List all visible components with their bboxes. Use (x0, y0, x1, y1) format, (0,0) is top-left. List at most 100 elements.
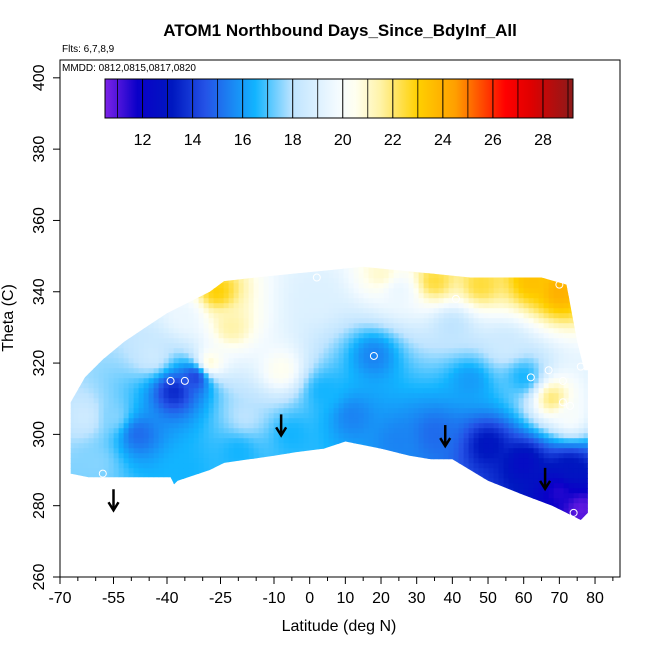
field-cell (383, 453, 390, 459)
field-cell (248, 293, 255, 299)
field-cell (133, 288, 140, 294)
field-cell (313, 293, 320, 299)
field-cell (153, 508, 160, 514)
field-cell (218, 283, 225, 289)
field-cell (423, 413, 430, 419)
field-cell (163, 428, 170, 434)
field-cell (123, 313, 130, 319)
field-cell (64, 483, 70, 489)
field-cell (188, 338, 195, 344)
field-cell (243, 298, 250, 304)
field-cell (518, 418, 525, 424)
field-cell (178, 503, 185, 509)
field-cell (408, 508, 415, 514)
field-cell (148, 403, 155, 409)
field-cell (448, 348, 455, 354)
field-cell (233, 268, 240, 274)
field-cell (373, 448, 380, 454)
field-cell (64, 323, 70, 329)
field-cell (358, 488, 365, 494)
field-cell (203, 448, 210, 454)
field-cell (243, 383, 250, 389)
field-cell (178, 513, 185, 519)
field-cell (133, 308, 140, 314)
field-cell (123, 318, 130, 324)
field-cell (463, 423, 470, 429)
field-cell (443, 353, 450, 359)
field-cell (463, 358, 470, 364)
field-cell (403, 318, 410, 324)
field-cell (503, 358, 510, 364)
field-cell (218, 373, 225, 379)
field-cell (498, 443, 505, 449)
field-cell (303, 343, 310, 349)
field-cell (203, 303, 210, 309)
field-cell (168, 298, 175, 304)
field-cell (378, 463, 385, 469)
field-cell (373, 483, 380, 489)
field-cell (438, 418, 445, 424)
field-cell (398, 343, 405, 349)
field-cell (433, 398, 440, 404)
field-cell (218, 493, 225, 499)
field-cell (408, 318, 415, 324)
field-cell (238, 363, 245, 369)
field-cell (283, 413, 290, 419)
field-cell (143, 493, 150, 499)
field-cell (268, 413, 275, 419)
field-cell (168, 266, 175, 269)
field-cell (408, 353, 415, 359)
field-cell (138, 478, 145, 484)
field-cell (153, 408, 160, 414)
field-cell (418, 493, 425, 499)
field-cell (278, 388, 285, 394)
field-cell (513, 338, 520, 344)
field-cell (158, 423, 165, 429)
field-cell (248, 448, 255, 454)
field-cell (328, 358, 335, 364)
field-cell (158, 343, 165, 349)
field-cell (463, 458, 470, 464)
field-cell (138, 423, 145, 429)
field-cell (433, 363, 440, 369)
field-cell (133, 323, 140, 329)
field-cell (88, 383, 95, 389)
field-cell (213, 408, 220, 414)
field-cell (253, 413, 260, 419)
field-cell (163, 518, 170, 520)
field-cell (159, 523, 165, 529)
field-cell (323, 508, 330, 514)
field-cell (403, 353, 410, 359)
field-cell (398, 508, 405, 514)
field-cell (498, 468, 505, 474)
field-cell (93, 433, 100, 439)
field-cell (363, 268, 370, 274)
field-cell (388, 303, 395, 309)
field-cell (98, 383, 105, 389)
field-cell (508, 393, 515, 399)
field-cell (223, 463, 230, 469)
field-cell (283, 453, 290, 459)
field-cell (373, 308, 380, 314)
field-cell (328, 353, 335, 359)
field-cell (228, 378, 235, 384)
field-cell (233, 283, 240, 289)
field-cell (498, 518, 505, 520)
field-cell (273, 338, 280, 344)
field-cell (423, 393, 430, 399)
field-cell (428, 463, 435, 469)
field-cell (288, 368, 295, 374)
field-cell (428, 458, 435, 464)
field-cell (463, 363, 470, 369)
field-cell (178, 328, 185, 334)
field-cell (218, 303, 225, 309)
field-cell (303, 448, 310, 454)
field-cell (283, 428, 290, 434)
field-cell (503, 353, 510, 359)
field-cell (268, 408, 275, 414)
field-cell (98, 463, 105, 469)
field-cell (233, 308, 240, 314)
field-cell (73, 453, 80, 459)
field-cell (444, 523, 450, 529)
field-cell (233, 448, 240, 454)
